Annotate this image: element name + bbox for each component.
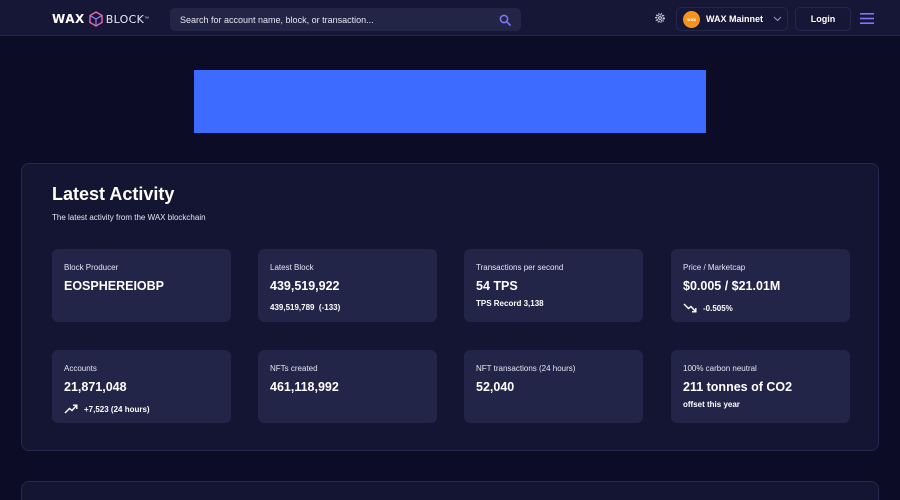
stat-value: 21,871,048: [64, 380, 127, 394]
search-input[interactable]: [180, 14, 499, 25]
activity-title: Latest Activity: [52, 184, 175, 204]
stat-card-price-marketcap[interactable]: Price / Marketcap $0.005 / $21.01M -0.50…: [671, 249, 850, 322]
stat-label: Block Producer: [64, 263, 119, 272]
network-selector[interactable]: wax WAX Mainnet: [676, 7, 788, 31]
stat-value: 211 tonnes of CO2: [683, 380, 793, 394]
stat-sub-row: -0.505%: [683, 303, 733, 313]
stat-sub: offset this year: [683, 400, 740, 409]
stat-card-nfts-created[interactable]: NFTs created 461,118,992: [258, 350, 437, 423]
advertisement-banner[interactable]: [194, 70, 706, 133]
gear-icon[interactable]: [654, 12, 666, 24]
stat-card-latest-block[interactable]: Latest Block 439,519,922 439,519,789 (-1…: [258, 249, 437, 322]
top-navigation-bar: WAX BLOCK ™ wax WAX Mainnet Login: [0, 0, 900, 36]
next-section-panel: [21, 481, 879, 500]
stat-label: NFT transactions (24 hours): [476, 364, 576, 373]
stat-sub-row: +7,523 (24 hours): [64, 404, 150, 414]
stat-card-nft-transactions[interactable]: NFT transactions (24 hours) 52,040: [464, 350, 643, 423]
stat-label: Transactions per second: [476, 263, 564, 272]
stat-value: $0.005 / $21.01M: [683, 279, 781, 293]
latest-activity-panel: Latest Activity The latest activity from…: [21, 163, 879, 451]
logo-trademark: ™: [144, 16, 150, 22]
stat-card-block-producer[interactable]: Block Producer EOSPHEREIOBP: [52, 249, 231, 322]
search-bar[interactable]: [170, 8, 521, 31]
price-change: -0.505%: [703, 303, 733, 313]
stat-label: NFTs created: [270, 364, 318, 373]
stat-label: Accounts: [64, 364, 97, 373]
stat-label: Price / Marketcap: [683, 263, 746, 272]
stat-card-accounts[interactable]: Accounts 21,871,048 +7,523 (24 hours): [52, 350, 231, 423]
stat-value: 439,519,922: [270, 279, 340, 293]
network-label: WAX Mainnet: [706, 14, 764, 24]
trend-up-icon: [64, 404, 78, 414]
stat-card-tps[interactable]: Transactions per second 54 TPS TPS Recor…: [464, 249, 643, 322]
stat-value: 461,118,992: [270, 380, 339, 394]
stat-value: 54 TPS: [476, 279, 518, 293]
stat-sub: 439,519,789 (-133): [270, 303, 341, 312]
stat-label: Latest Block: [270, 263, 314, 272]
waxblock-logo[interactable]: WAX BLOCK ™: [52, 10, 149, 28]
logo-wax-text: WAX: [52, 12, 85, 26]
trend-down-icon: [683, 303, 697, 313]
logo-block-text: BLOCK: [105, 12, 145, 26]
login-button[interactable]: Login: [795, 7, 851, 31]
stat-value: 52,040: [476, 380, 515, 394]
stat-value: EOSPHEREIOBP: [64, 279, 165, 293]
hamburger-menu-icon[interactable]: [860, 13, 874, 24]
chevron-down-icon: [773, 16, 782, 22]
activity-subtitle: The latest activity from the WAX blockch…: [52, 213, 206, 222]
search-icon[interactable]: [499, 14, 511, 26]
stat-label: 100% carbon neutral: [683, 364, 757, 373]
network-avatar: wax: [683, 10, 700, 28]
stat-sub: TPS Record 3,138: [476, 299, 544, 308]
accounts-change: +7,523 (24 hours): [84, 404, 150, 414]
cube-icon: [89, 11, 103, 27]
stat-card-carbon-neutral[interactable]: 100% carbon neutral 211 tonnes of CO2 of…: [671, 350, 850, 423]
